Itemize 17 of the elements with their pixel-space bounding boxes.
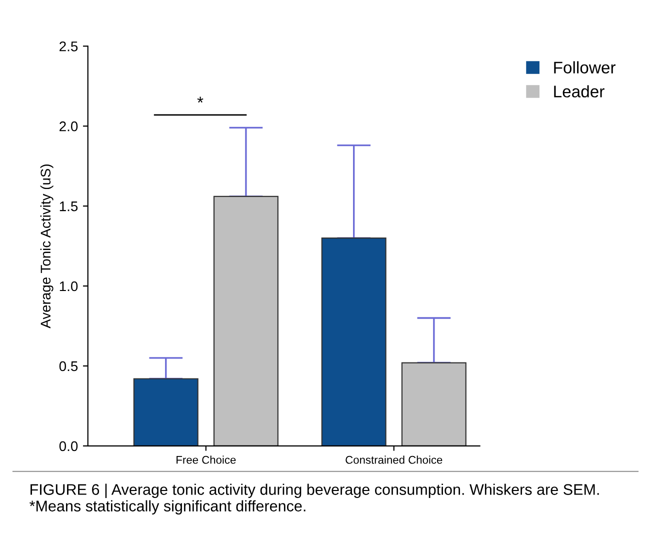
caption: FIGURE 6 | Average tonic activity during beverage consumption. Whiskers are SEM. *Means statistically significant difference. [30, 484, 599, 514]
y-tick-label: 1.5 [60, 202, 78, 212]
y-tick-label: 0.0 [59, 441, 78, 452]
x-tick-label: Constrained Choice [346, 456, 442, 464]
y-tick-label: 2.5 [60, 41, 78, 52]
y-tick-label: 0.5 [59, 361, 78, 372]
bar [401, 362, 466, 446]
y-tick-label: 2.0 [60, 121, 78, 132]
y-axis-title: Average Tonic Activity (uS) [40, 164, 54, 328]
bar [321, 237, 386, 446]
x-tick-label: Free Choice [176, 456, 236, 464]
legend-label: Follower [554, 61, 616, 74]
legend-label: Leader [554, 85, 604, 98]
y-tick-label: 1.0 [60, 281, 78, 292]
bar [213, 196, 278, 446]
annotation: * [197, 96, 204, 103]
bar [133, 378, 198, 446]
